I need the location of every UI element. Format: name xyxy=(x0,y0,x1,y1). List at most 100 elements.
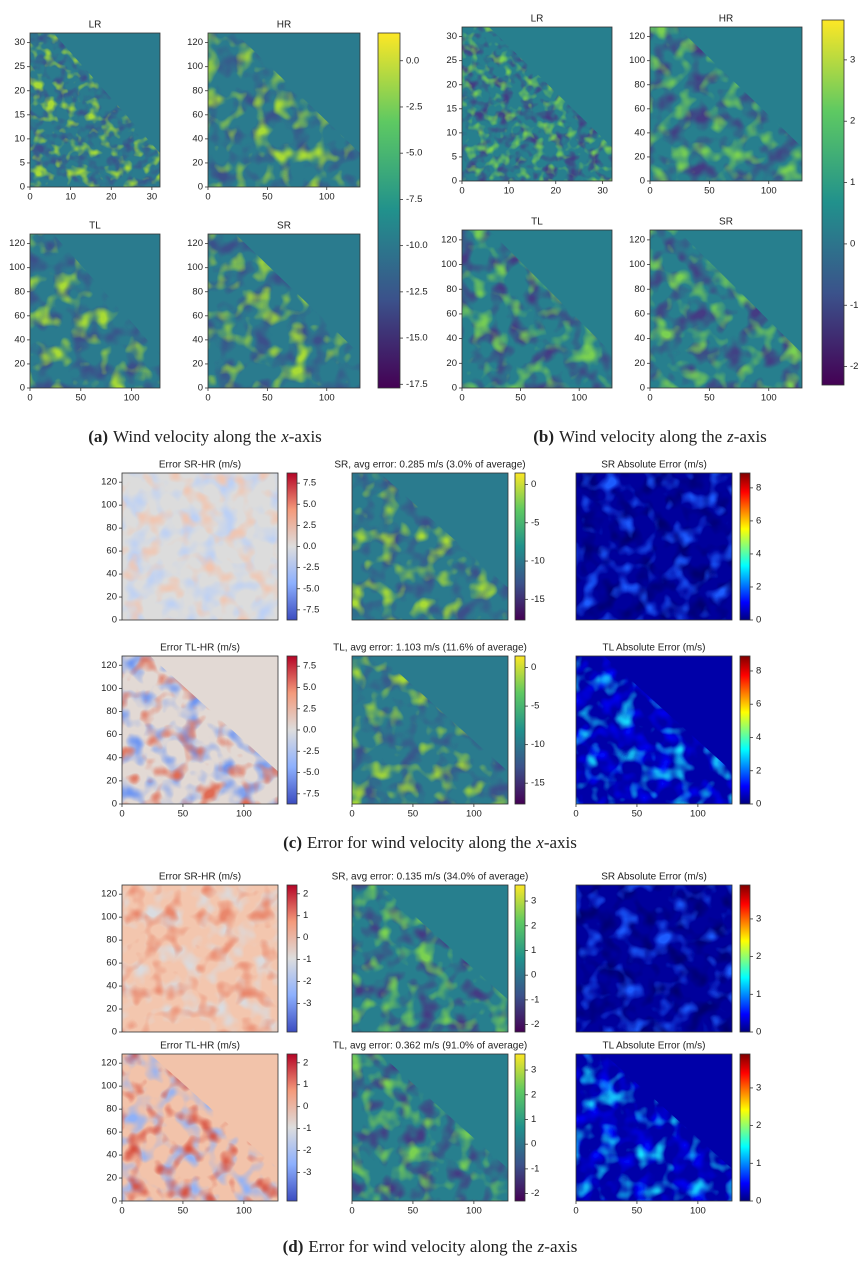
caption-suffix: -axis xyxy=(734,427,767,446)
caption-text: Wind velocity along the xyxy=(559,427,722,446)
axes-frame xyxy=(29,233,161,389)
colorbar-tick-label: 0 xyxy=(850,238,855,249)
y-tick-label: 120 xyxy=(441,234,457,245)
colorbar-tick-label: 8 xyxy=(756,482,761,493)
y-tick-label: 20 xyxy=(446,79,457,90)
colorbar xyxy=(821,19,845,386)
panel-title: SR xyxy=(277,221,291,232)
colorbar-tick-label: 2 xyxy=(303,1057,308,1068)
colorbar-tick-label: 0 xyxy=(531,479,536,490)
y-tick-label: 100 xyxy=(629,259,645,270)
y-tick-label: 120 xyxy=(187,238,203,249)
y-tick-label: 100 xyxy=(101,1081,117,1092)
colorbar-tick-label: -5.0 xyxy=(303,583,319,594)
y-tick-label: 120 xyxy=(101,889,117,900)
colorbar-tick-label: -10.0 xyxy=(406,240,428,251)
caption-label: (a) xyxy=(88,427,108,446)
axes-frame xyxy=(575,884,733,1033)
y-tick-label: 20 xyxy=(106,1173,117,1184)
x-tick-label: 0 xyxy=(349,1206,354,1217)
colorbar-tick-label: -15 xyxy=(531,778,545,789)
caption: (b) Wind velocity along the z-axis xyxy=(533,427,767,446)
colorbar xyxy=(286,472,298,621)
y-tick-label: 40 xyxy=(106,1150,117,1161)
y-tick-label: 100 xyxy=(101,912,117,923)
colorbar-tick-label: -2.5 xyxy=(303,746,319,757)
colorbar xyxy=(286,1053,298,1202)
x-tick-label: 100 xyxy=(236,1206,252,1217)
colorbar-tick-label: -5 xyxy=(531,701,539,712)
panel-title: HR xyxy=(277,20,291,31)
colorbar-tick-label: 2.5 xyxy=(303,703,316,714)
x-tick-label: 0 xyxy=(459,186,464,197)
x-tick-label: 100 xyxy=(466,1206,482,1217)
y-tick-label: 20 xyxy=(14,85,25,96)
y-tick-label: 20 xyxy=(634,151,645,162)
panel-title: TL Absolute Error (m/s) xyxy=(603,643,706,654)
y-tick-label: 60 xyxy=(106,729,117,740)
panel-title: Error TL-HR (m/s) xyxy=(160,643,240,654)
colorbar-tick-label: 6 xyxy=(756,699,761,710)
y-tick-label: 80 xyxy=(192,286,203,297)
colorbar-tick-label: 0.0 xyxy=(406,55,419,66)
y-tick-label: 80 xyxy=(14,286,25,297)
colorbar xyxy=(514,472,526,621)
colorbar-tick-label: -7.5 xyxy=(303,604,319,615)
colorbar-tick-label: -10 xyxy=(531,556,545,567)
y-tick-label: 0 xyxy=(452,176,457,187)
colorbar-tick-label: 0 xyxy=(756,1027,761,1038)
heatmap-texture xyxy=(122,473,278,620)
panel-title: SR Absolute Error (m/s) xyxy=(601,460,707,471)
colorbar-tick-label: 0 xyxy=(756,1196,761,1207)
x-tick-label: 0 xyxy=(205,192,210,203)
x-tick-label: 0 xyxy=(27,192,32,203)
x-tick-label: 100 xyxy=(761,186,777,197)
y-tick-label: 80 xyxy=(106,1104,117,1115)
y-tick-label: 80 xyxy=(634,284,645,295)
panel-title: TL, avg error: 0.362 m/s (91.0% of avera… xyxy=(333,1041,528,1052)
colorbar-tick-label: -2 xyxy=(303,1145,311,1156)
colorbar xyxy=(739,472,751,621)
axes-frame xyxy=(207,32,361,188)
colorbar-tick-label: 0 xyxy=(303,1101,308,1112)
y-tick-label: 40 xyxy=(446,333,457,344)
colorbar-tick-label: -1 xyxy=(531,1163,539,1174)
y-tick-label: 0 xyxy=(198,182,203,193)
x-tick-label: 100 xyxy=(319,393,335,404)
colorbar-tick-label: 1 xyxy=(756,989,761,1000)
colorbar-tick-label: 1 xyxy=(531,945,536,956)
axes-frame xyxy=(121,655,279,805)
x-tick-label: 50 xyxy=(632,809,643,820)
colorbar xyxy=(739,1053,751,1202)
axes-frame xyxy=(121,1053,279,1202)
axes-frame xyxy=(575,1053,733,1202)
colorbar xyxy=(286,655,298,805)
x-tick-label: 10 xyxy=(504,186,515,197)
y-tick-label: 40 xyxy=(106,569,117,580)
colorbar-tick-label: -3 xyxy=(303,998,311,1009)
x-tick-label: 50 xyxy=(632,1206,643,1217)
y-tick-label: 120 xyxy=(629,31,645,42)
colorbar-tick-label: -2.5 xyxy=(406,101,422,112)
y-tick-label: 100 xyxy=(101,500,117,511)
y-tick-label: 80 xyxy=(446,284,457,295)
x-tick-label: 50 xyxy=(178,1206,189,1217)
axes-frame xyxy=(351,472,509,621)
y-tick-label: 80 xyxy=(106,935,117,946)
x-tick-label: 50 xyxy=(408,1206,419,1217)
caption-suffix: -axis xyxy=(289,427,322,446)
axes-frame xyxy=(461,229,613,389)
y-tick-label: 5 xyxy=(20,157,25,168)
colorbar-tick-label: 0 xyxy=(303,932,308,943)
caption-variable: z xyxy=(726,427,734,446)
y-tick-label: 0 xyxy=(112,799,117,810)
panel-title: SR xyxy=(719,217,733,228)
y-tick-label: 5 xyxy=(452,151,457,162)
x-tick-label: 100 xyxy=(319,192,335,203)
colorbar-tick-label: 0 xyxy=(756,615,761,626)
y-tick-label: 60 xyxy=(14,310,25,321)
axes-frame xyxy=(649,229,803,389)
y-tick-label: 100 xyxy=(441,259,457,270)
colorbar xyxy=(514,884,526,1033)
x-tick-label: 100 xyxy=(571,393,587,404)
